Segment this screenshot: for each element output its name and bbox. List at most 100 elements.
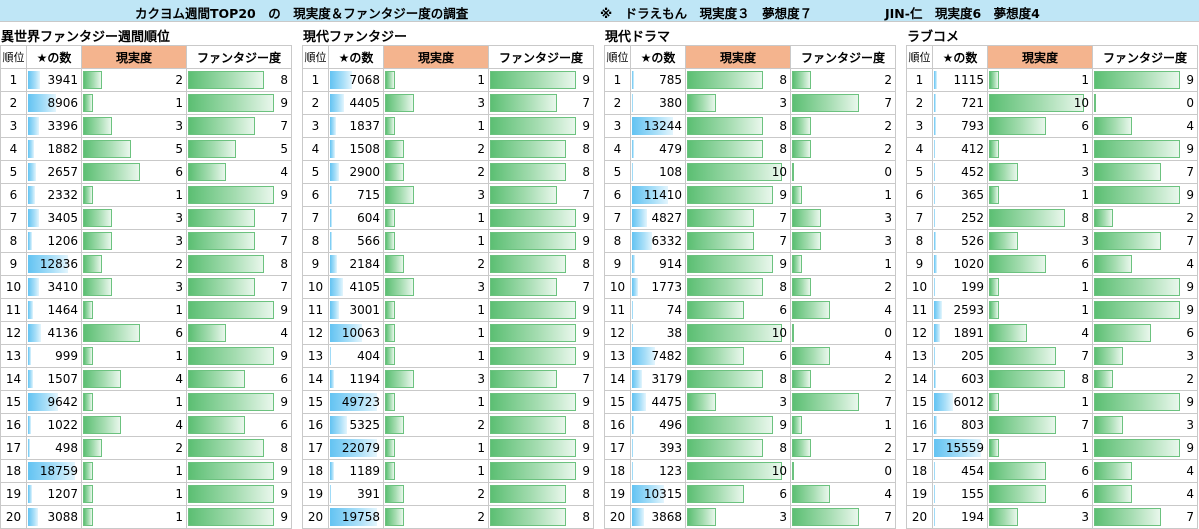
cell-value: 1 <box>175 349 183 363</box>
reality-bar <box>385 393 395 411</box>
stars-bar <box>934 439 981 457</box>
fantasy-cell: 9 <box>488 436 594 460</box>
cell-value: 9 <box>582 349 590 363</box>
reality-cell: 10 <box>685 459 791 483</box>
cell-value: 566 <box>357 234 380 248</box>
fantasy-bar <box>792 232 821 250</box>
cell-value: 603 <box>961 372 984 386</box>
reality-cell: 1 <box>81 505 187 529</box>
cell-value: 9 <box>582 395 590 409</box>
reality-cell: 8 <box>987 367 1093 391</box>
fantasy-bar <box>188 163 226 181</box>
cell-value: 3 <box>1186 349 1194 363</box>
fantasy-bar <box>188 140 236 158</box>
reality-bar <box>989 508 1018 526</box>
fantasy-bar <box>1094 186 1180 204</box>
stars-cell: 13244 <box>630 114 686 138</box>
reality-cell: 3 <box>685 91 791 115</box>
stars-bar <box>632 370 642 388</box>
cell-value: 3868 <box>651 510 682 524</box>
reality-cell: 10 <box>987 91 1093 115</box>
cell-value: 4136 <box>47 326 78 340</box>
stars-bar <box>28 393 58 411</box>
fantasy-bar <box>188 370 245 388</box>
fantasy-bar <box>490 71 576 89</box>
rank-cell: 8 <box>604 229 631 253</box>
stars-cell: 12836 <box>26 252 82 276</box>
cell-value: 1 <box>477 464 485 478</box>
table-row: 20 194 3 7 <box>906 505 1198 529</box>
stars-cell: 2593 <box>932 298 988 322</box>
rank-cell: 12 <box>0 321 27 345</box>
reality-bar <box>83 71 102 89</box>
stars-bar <box>934 485 935 503</box>
reality-bar <box>687 140 763 158</box>
table-row: 5 452 3 7 <box>906 160 1198 184</box>
stars-cell: 155 <box>932 482 988 506</box>
rank-cell: 8 <box>302 229 329 253</box>
reality-bar <box>687 393 716 411</box>
reality-bar <box>989 370 1065 388</box>
cell-value: 3 <box>175 211 183 225</box>
stars-bar <box>330 324 362 342</box>
stars-bar <box>934 416 937 434</box>
cell-value: 8 <box>582 257 590 271</box>
stars-cell: 1115 <box>932 68 988 92</box>
stars-cell: 3868 <box>630 505 686 529</box>
stars-cell: 526 <box>932 229 988 253</box>
cell-value: 9 <box>582 211 590 225</box>
reality-cell: 1 <box>383 436 489 460</box>
cell-value: 10 <box>771 464 787 478</box>
reality-cell: 6 <box>987 482 1093 506</box>
rank-cell: 20 <box>0 505 27 529</box>
rank-cell: 6 <box>906 183 933 207</box>
rank-cell: 19 <box>302 482 329 506</box>
fantasy-cell: 3 <box>790 206 896 230</box>
reality-bar <box>687 232 754 250</box>
fantasy-cell: 9 <box>186 459 292 483</box>
cell-value: 9 <box>280 303 288 317</box>
rank-cell: 5 <box>906 160 933 184</box>
reality-bar <box>83 186 93 204</box>
stars-bar <box>632 94 633 112</box>
fantasy-bar <box>188 462 274 480</box>
main-title: カクヨム週間TOP20 の 現実度＆ファンタジー度の調査 <box>135 6 469 21</box>
fantasy-bar <box>1094 255 1132 273</box>
reality-bar <box>83 209 112 227</box>
stars-cell: 1508 <box>328 137 384 161</box>
stars-cell: 721 <box>932 91 988 115</box>
reality-cell: 2 <box>383 413 489 437</box>
rank-header: 順位 <box>302 45 329 69</box>
cell-value: 13244 <box>643 119 682 133</box>
fantasy-cell: 3 <box>790 229 896 253</box>
cell-value: 9 <box>1186 441 1194 455</box>
reality-cell: 1 <box>81 459 187 483</box>
cell-value: 3088 <box>47 510 78 524</box>
stars-cell: 604 <box>328 206 384 230</box>
stars-cell: 3405 <box>26 206 82 230</box>
cell-value: 2 <box>884 119 892 133</box>
reality-cell: 9 <box>685 413 791 437</box>
table-row: 2 721 10 0 <box>906 91 1198 115</box>
stars-bar <box>28 370 33 388</box>
cell-value: 9 <box>280 349 288 363</box>
fantasy-cell: 9 <box>488 321 594 345</box>
cell-value: 7 <box>1186 234 1194 248</box>
table-row: 14 3179 8 2 <box>604 367 896 391</box>
ranking-table: 順位 ★の数 現実度 ファンタジー度 1 7068 1 9 2 4405 3 7 3 1837 1 9 4 150… <box>302 45 594 529</box>
stars-bar <box>632 255 635 273</box>
rank-cell: 13 <box>302 344 329 368</box>
fantasy-bar <box>792 140 811 158</box>
table-row: 16 1022 4 6 <box>0 413 292 437</box>
reality-cell: 3 <box>987 229 1093 253</box>
reality-bar <box>385 186 414 204</box>
reality-bar <box>385 163 404 181</box>
reality-cell: 10 <box>685 321 791 345</box>
fantasy-bar <box>1094 485 1132 503</box>
fantasy-bar <box>490 94 557 112</box>
table-row: 16 496 9 1 <box>604 413 896 437</box>
cell-value: 3 <box>477 280 485 294</box>
table-row: 17 15559 1 9 <box>906 436 1198 460</box>
fantasy-bar <box>1094 117 1132 135</box>
rank-cell: 12 <box>906 321 933 345</box>
